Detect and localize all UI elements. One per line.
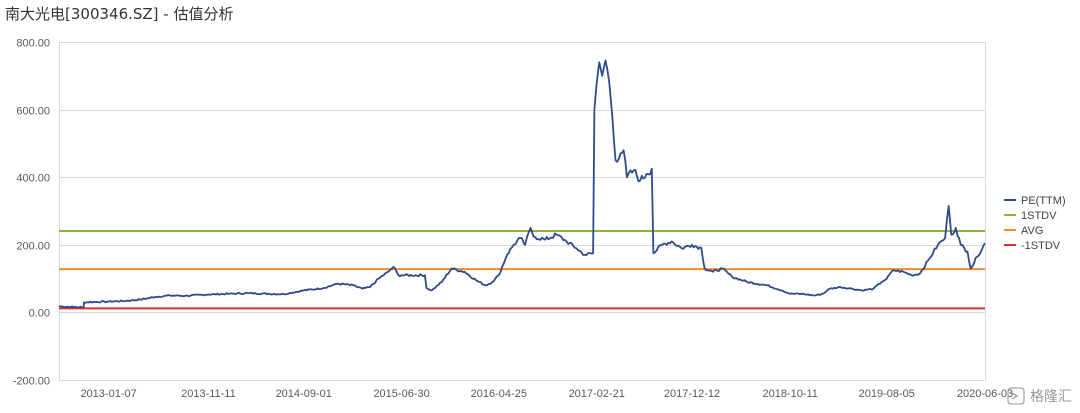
y-tick-label: 800.00: [16, 38, 50, 50]
series-layer: [58, 59, 986, 310]
legend-label-avg: AVG: [1021, 225, 1043, 237]
x-tick-label: 2014-09-01: [276, 388, 332, 400]
x-tick-label: 2017-02-21: [569, 388, 625, 400]
y-tick-label: 0.00: [29, 308, 50, 320]
chart-title: 南大光电[300346.SZ] - 估值分析: [5, 5, 234, 23]
y-tick-label: 600.00: [16, 106, 50, 118]
legend-label-pettm: PE(TTM): [1021, 195, 1066, 207]
x-tick-label: 2017-12-12: [664, 388, 720, 400]
y-tick-label: -200.00: [13, 376, 50, 388]
y-tick-label: 200.00: [16, 241, 50, 253]
x-tick-label: 2018-10-11: [762, 388, 817, 400]
x-tick-label: 2020-06-03: [957, 388, 1013, 400]
watermark-logo-mark: [1011, 392, 1019, 400]
legend: PE(TTM) 1STDV AVG -1STDV: [1004, 195, 1066, 252]
x-tick-label: 2013-11-11: [181, 388, 236, 400]
legend-label-1stdv: -1STDV: [1021, 240, 1061, 252]
watermark-text: 格隆汇: [1030, 389, 1072, 405]
watermark: 格隆汇: [1007, 387, 1072, 405]
x-tick-label: 2015-06-30: [373, 388, 429, 400]
y-tick-label: 400.00: [16, 173, 50, 185]
gridlines: [59, 42, 986, 381]
x-tick-label: 2019-08-05: [859, 388, 915, 400]
x-axis: 2013-01-07 2013-11-11 2014-09-01 2015-06-30…: [80, 388, 1013, 400]
x-tick-label: 2016-04-25: [471, 388, 527, 400]
legend-label-1stdv: 1STDV: [1021, 210, 1057, 222]
watermark-logo-icon: [1007, 387, 1025, 405]
y-axis: -200.00 0.00 200.00 400.00 600.00 800.00: [13, 38, 50, 388]
x-tick-label: 2013-01-07: [80, 388, 136, 400]
series-pe-ttm-line: [58, 59, 986, 309]
